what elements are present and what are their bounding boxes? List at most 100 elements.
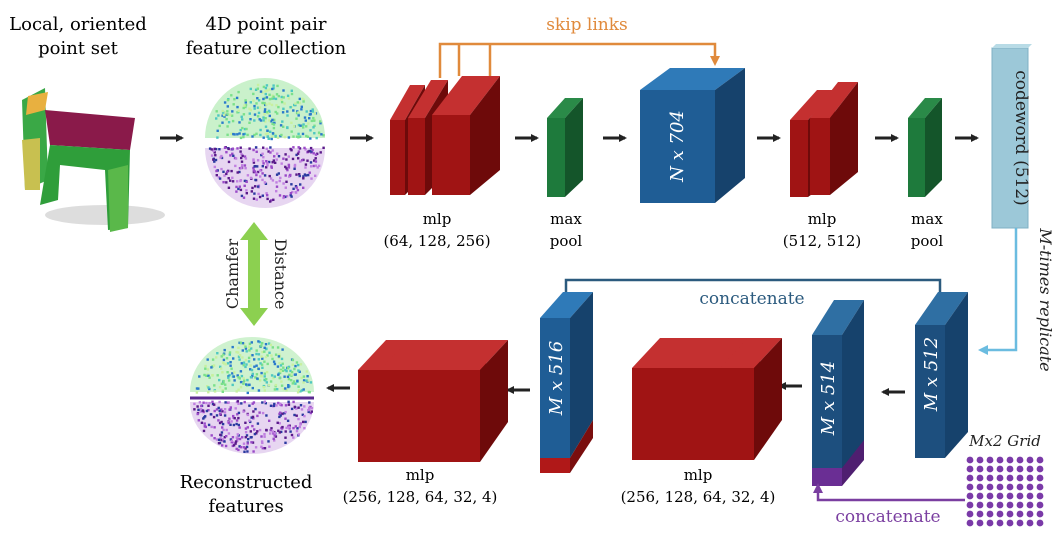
m514-block: [812, 300, 864, 486]
skip-links-label: skip links: [546, 15, 628, 35]
feature-point: [309, 129, 312, 132]
feature-point: [290, 149, 293, 152]
feature-point: [272, 437, 275, 440]
grid-point: [1026, 519, 1034, 527]
feature-point: [243, 184, 246, 187]
feature-point: [317, 164, 321, 167]
feature-point: [248, 121, 251, 124]
feature-point: [293, 103, 296, 107]
feature-point: [215, 174, 218, 177]
feature-point: [265, 111, 269, 114]
feature-point: [300, 108, 303, 111]
feature-point: [307, 408, 310, 412]
feature-point: [222, 113, 226, 117]
grid-point: [1026, 465, 1034, 473]
feature-point: [301, 159, 304, 162]
feature-point: [235, 436, 238, 439]
codeword-label: codeword (512): [1011, 70, 1031, 206]
feature-point: [223, 411, 227, 414]
feature-point: [284, 417, 287, 420]
feature-point: [301, 413, 304, 416]
feature-point: [284, 430, 287, 433]
feature-point: [238, 354, 242, 357]
feature-point: [220, 167, 223, 171]
feature-point: [246, 450, 249, 453]
feature-point: [240, 446, 243, 449]
feature-point: [264, 125, 268, 128]
feature-point: [258, 341, 262, 344]
feature-point: [254, 146, 258, 149]
feature-point: [285, 389, 288, 392]
feature-point: [218, 421, 222, 425]
grid-point: [966, 501, 974, 509]
feature-point: [259, 128, 262, 132]
feature-point: [225, 151, 228, 154]
feature-point: [241, 154, 244, 158]
feature-point: [287, 365, 291, 369]
feature-point: [262, 85, 266, 89]
feature-point: [239, 188, 243, 192]
feature-point: [223, 111, 227, 114]
feature-point: [280, 100, 284, 104]
feature-point: [286, 126, 289, 130]
feature-point: [212, 415, 216, 419]
grid-point: [1026, 492, 1034, 500]
feature-point: [217, 114, 220, 117]
feature-point: [238, 426, 241, 429]
feature-point: [283, 102, 286, 105]
feature-point: [265, 147, 268, 150]
feature-point: [267, 137, 271, 140]
feature-point: [213, 437, 216, 440]
feature-point: [269, 432, 272, 435]
feature-point: [302, 177, 305, 180]
feature-point: [261, 366, 264, 369]
feature-point: [217, 419, 220, 422]
mlp4-name: mlp: [684, 466, 713, 484]
feature-point: [315, 136, 318, 140]
maxpool1-block: [547, 98, 583, 197]
feature-point: [302, 175, 305, 178]
feature-point: [256, 159, 260, 162]
feature-point: [215, 356, 218, 359]
feature-point: [280, 95, 283, 99]
feature-point: [276, 421, 279, 424]
feature-point: [240, 115, 243, 118]
feature-point: [236, 180, 239, 183]
feature-point: [269, 146, 272, 149]
m512-block: [915, 292, 968, 458]
feature-point: [284, 410, 287, 414]
feature-point: [257, 99, 261, 102]
feature-point: [259, 175, 262, 178]
feature-point: [208, 401, 211, 405]
grid-point: [1016, 501, 1024, 509]
feature-point: [275, 185, 279, 188]
feature-point: [232, 441, 235, 444]
feature-point: [230, 441, 233, 444]
feature-point: [260, 375, 263, 378]
feature-point: [273, 434, 276, 437]
feature-point: [227, 421, 231, 425]
feature-point: [193, 408, 196, 411]
feature-point: [223, 408, 227, 411]
feature-point: [252, 417, 255, 420]
feature-point: [241, 342, 245, 345]
feature-point: [265, 370, 269, 374]
feature-point: [278, 415, 281, 419]
feature-point: [277, 155, 281, 158]
feature-point: [221, 121, 224, 124]
feature-point: [232, 132, 235, 136]
feature-point: [213, 151, 216, 154]
feature-point: [243, 155, 247, 158]
feature-point: [291, 363, 294, 366]
feature-point: [239, 179, 243, 182]
feature-point: [286, 419, 290, 422]
feature-point: [237, 187, 240, 191]
feature-point: [305, 370, 308, 373]
feature-point: [273, 155, 276, 158]
feature-point: [279, 411, 282, 414]
feature-point: [302, 98, 305, 101]
feature-point: [213, 409, 216, 413]
feature-point: [213, 403, 216, 406]
feature-point: [251, 386, 254, 390]
feature-point: [195, 391, 199, 394]
